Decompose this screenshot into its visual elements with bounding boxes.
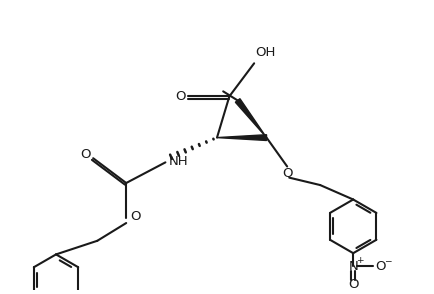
Text: −: − <box>384 256 391 265</box>
Text: O: O <box>130 210 141 223</box>
Text: O: O <box>348 278 358 291</box>
Text: N: N <box>349 260 358 273</box>
Text: O: O <box>283 167 293 180</box>
Text: O: O <box>375 260 386 273</box>
Text: OH: OH <box>256 46 276 59</box>
Polygon shape <box>235 99 266 138</box>
Text: +: + <box>355 256 363 265</box>
Text: O: O <box>80 148 91 161</box>
Text: NH: NH <box>169 155 189 168</box>
Text: O: O <box>175 90 186 103</box>
Polygon shape <box>217 135 266 141</box>
